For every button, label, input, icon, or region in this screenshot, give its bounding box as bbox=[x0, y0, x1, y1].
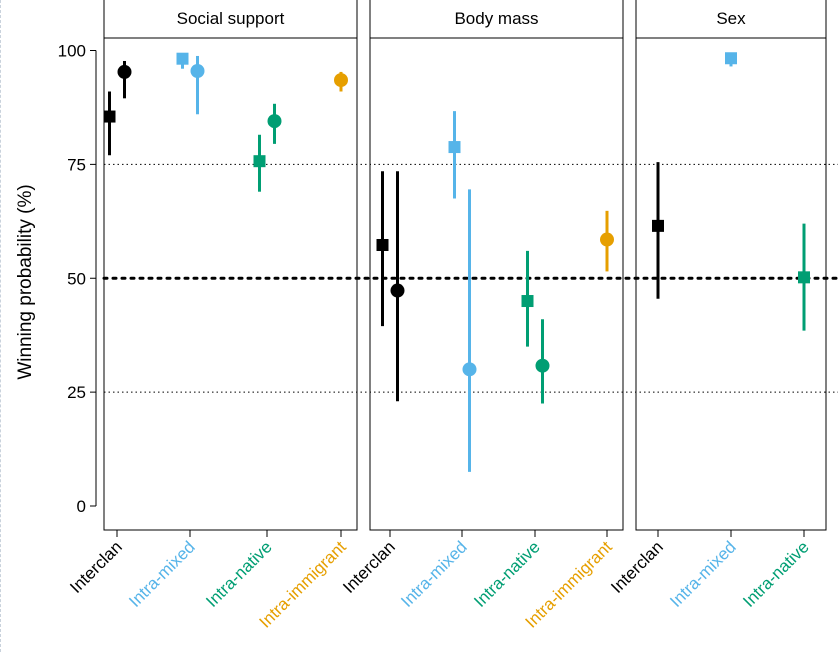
point-square bbox=[521, 295, 534, 308]
point-circle bbox=[390, 283, 405, 298]
point-circle bbox=[334, 73, 348, 88]
panel-title: Body mass bbox=[454, 9, 538, 28]
panel-frame bbox=[635, 37, 827, 531]
x-tick-label: Interclan bbox=[66, 537, 126, 597]
panel-frame bbox=[103, 37, 358, 531]
point-square bbox=[376, 238, 389, 251]
y-axis: 0 25 50 75 100 bbox=[58, 42, 97, 516]
point-square bbox=[798, 271, 810, 284]
point-circle bbox=[462, 362, 477, 377]
x-tick-label: Intra-mixed bbox=[666, 537, 740, 611]
reference-lines bbox=[102, 163, 838, 393]
x-tick-label: Intra-native bbox=[739, 537, 813, 611]
point-circle bbox=[535, 358, 550, 373]
x-tick-label: Intra-native bbox=[470, 537, 544, 611]
x-tick-label: Interclan bbox=[339, 537, 399, 597]
dashed-left-edge bbox=[0, 0, 1, 652]
x-tick-label: Intra-mixed bbox=[397, 537, 471, 611]
point-square bbox=[176, 52, 189, 65]
y-tick-label: 75 bbox=[67, 155, 86, 174]
y-tick-label: 50 bbox=[67, 269, 86, 288]
point-square bbox=[652, 219, 664, 232]
y-tick-label: 25 bbox=[67, 383, 86, 402]
panel-strip bbox=[635, 0, 827, 39]
y-tick-label: 100 bbox=[58, 42, 86, 61]
panel-strip bbox=[369, 0, 624, 39]
x-tick-label: Intra-native bbox=[202, 537, 276, 611]
panel-frame bbox=[369, 37, 624, 531]
point-circle bbox=[600, 232, 614, 247]
point-circle bbox=[117, 64, 132, 79]
point-square bbox=[103, 110, 116, 123]
point-square bbox=[448, 141, 461, 154]
y-axis-label: Winning probability (%) bbox=[15, 184, 36, 379]
point-square bbox=[725, 52, 737, 65]
data-marks bbox=[103, 52, 810, 472]
point-square bbox=[253, 155, 266, 168]
x-tick-labels: Interclan Intra-mixed Intra-nativeIntra-im… bbox=[66, 530, 813, 632]
panel-title: Social support bbox=[177, 9, 285, 28]
x-tick-label: Intra-mixed bbox=[125, 537, 199, 611]
point-circle bbox=[267, 114, 282, 129]
point-circle bbox=[190, 63, 205, 78]
y-tick-label: 0 bbox=[77, 497, 86, 516]
panels: Social support Body mass Sex bbox=[103, 0, 827, 531]
x-tick-label: Interclan bbox=[607, 537, 667, 597]
panel-title: Sex bbox=[716, 9, 746, 28]
